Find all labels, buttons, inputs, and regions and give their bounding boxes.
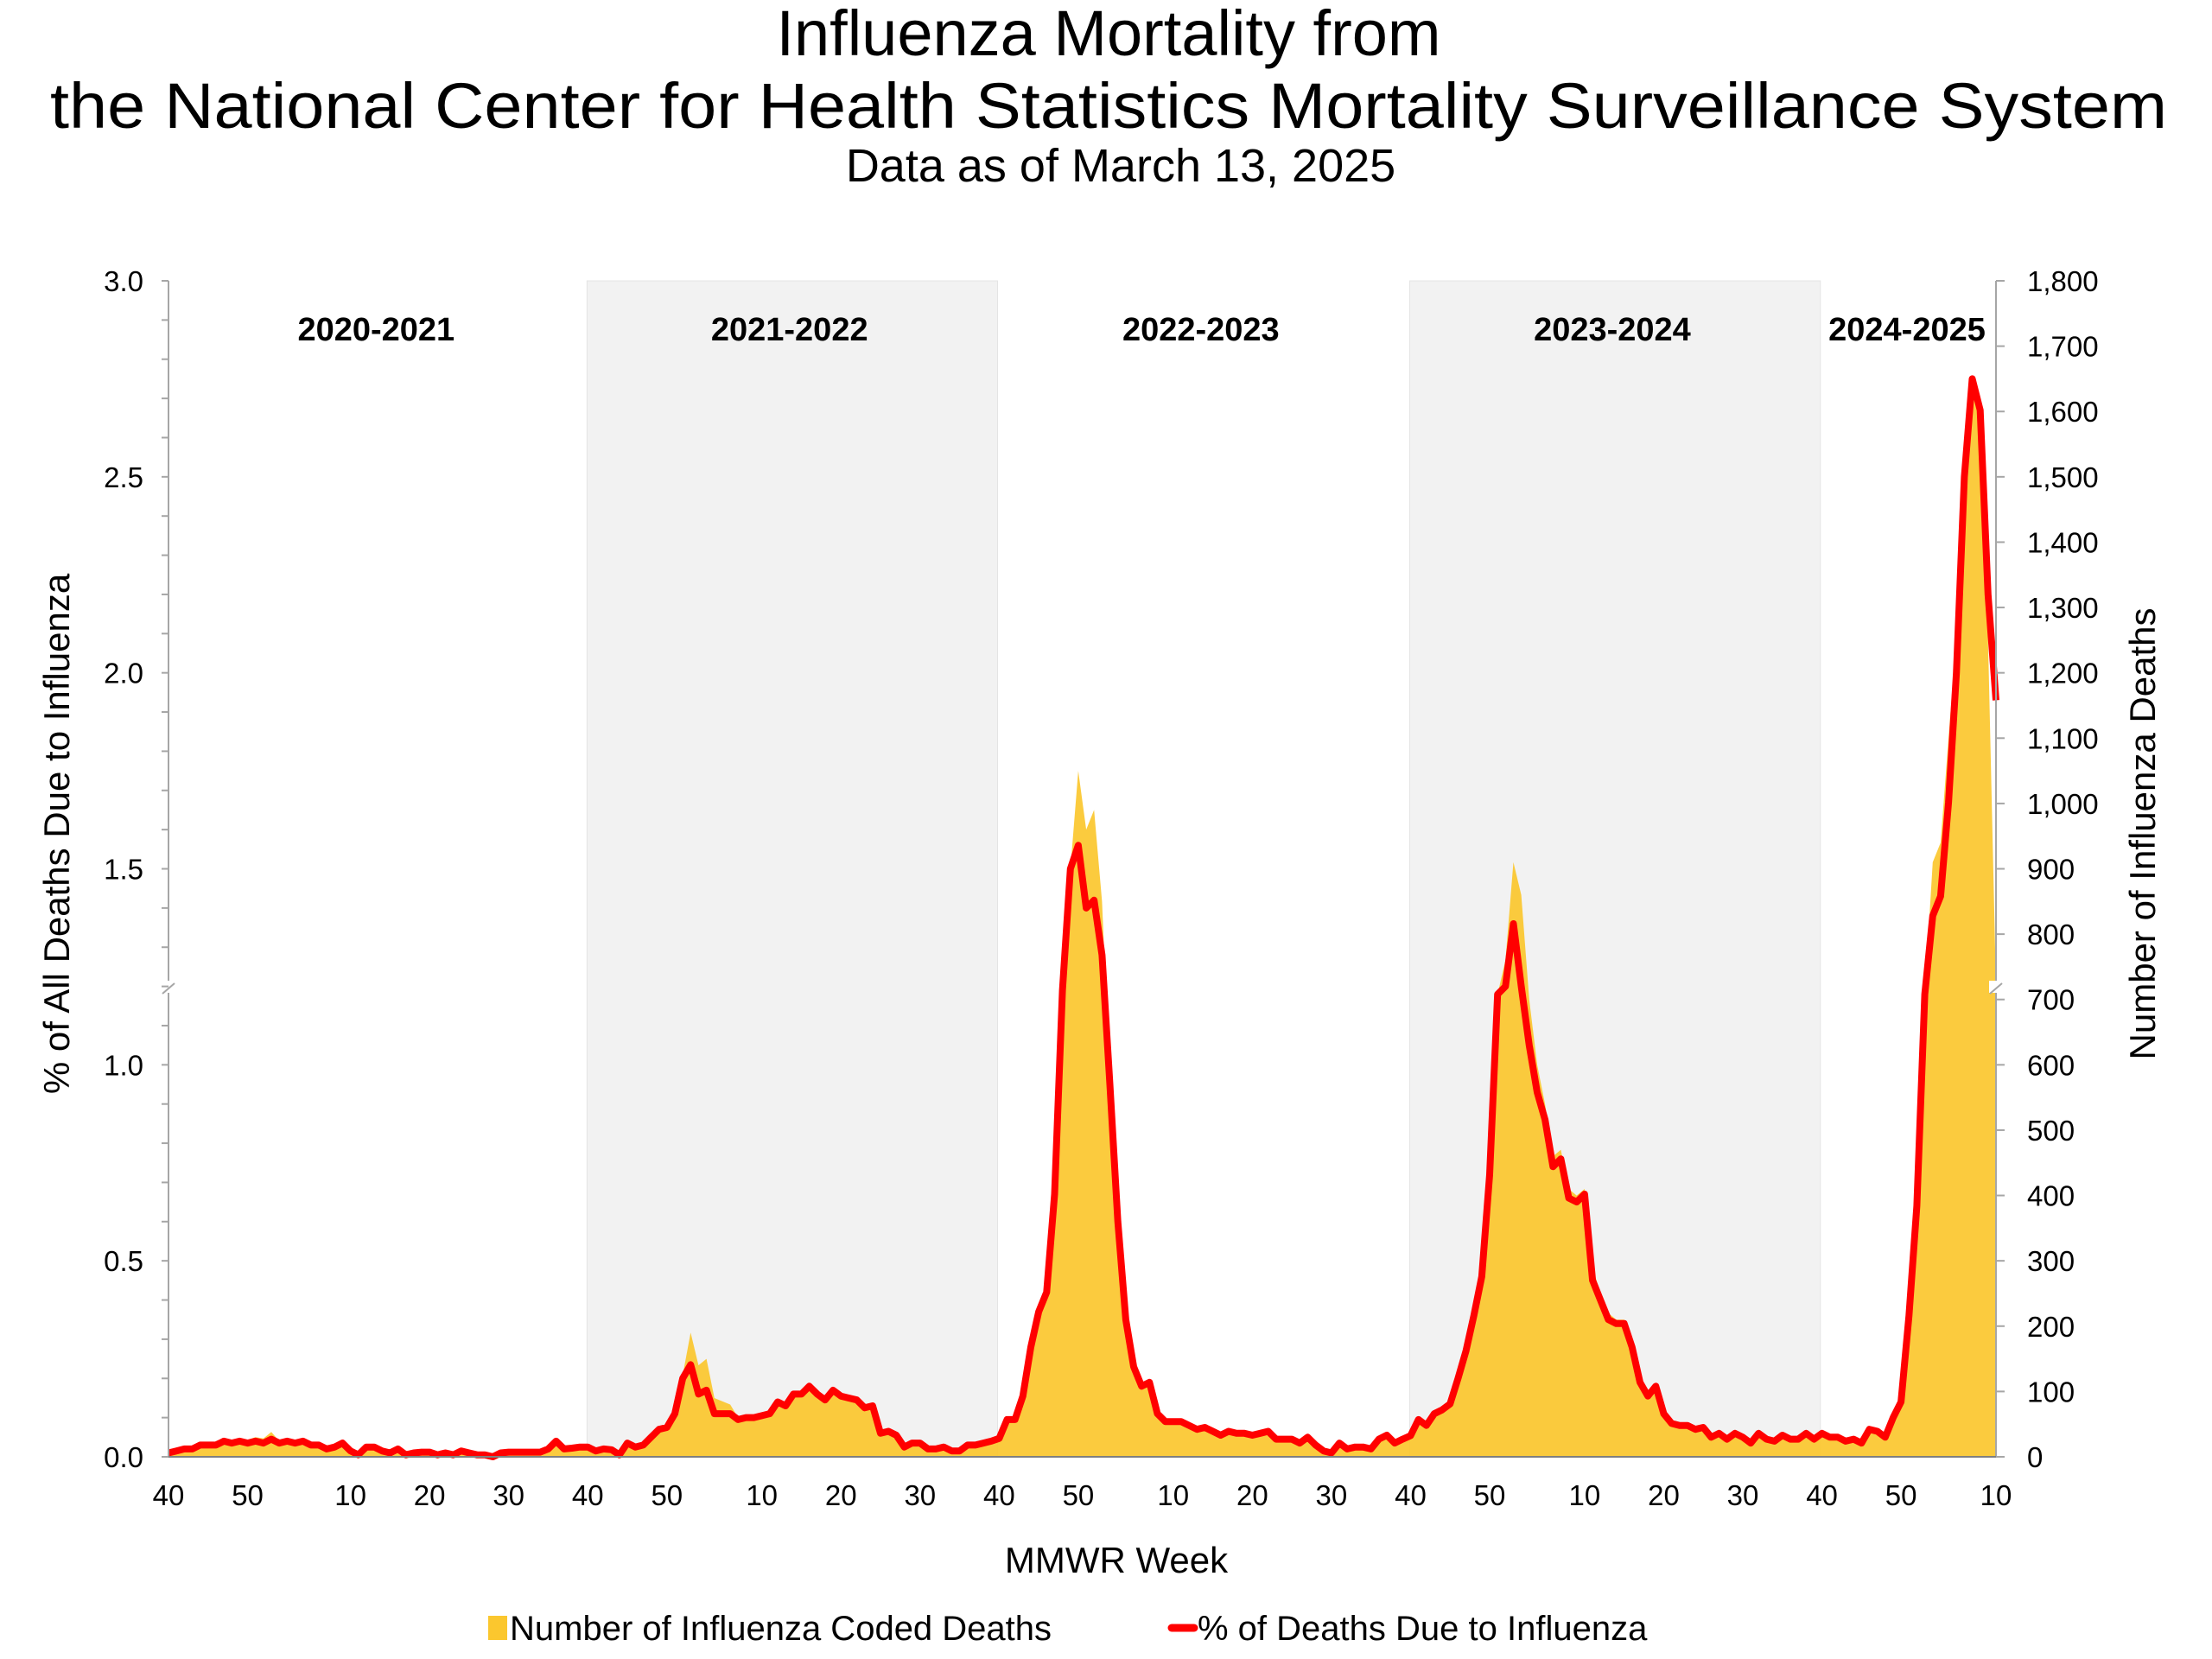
x-tick-label: 20 [825, 1479, 857, 1511]
x-tick-label: 20 [414, 1479, 446, 1511]
season-label: 2021-2022 [711, 312, 868, 348]
x-tick-label: 30 [493, 1479, 524, 1511]
x-tick-label: 10 [1980, 1479, 2012, 1511]
y-right-tick-label: 400 [2027, 1180, 2075, 1212]
y-right-tick-label: 1,000 [2027, 788, 2099, 820]
x-tick-label: 40 [572, 1479, 604, 1511]
season-label: 2023-2024 [1534, 312, 1691, 348]
season-label: 2022-2023 [1122, 312, 1280, 348]
season-label: 2020-2021 [297, 312, 454, 348]
y-right-tick-label: 600 [2027, 1049, 2075, 1081]
chart-subtitle: Data as of March 13, 2025 [846, 140, 1395, 192]
y-left-tick-label: 3.0 [104, 265, 143, 297]
x-tick-label: 10 [1157, 1479, 1189, 1511]
season-shade-2021-2022 [586, 280, 999, 1458]
x-tick-label: 20 [1236, 1479, 1268, 1511]
x-axis-title: MMWR Week [1005, 1540, 1229, 1580]
y-left-tick-label: 2.5 [104, 461, 143, 493]
y-right-tick-label: 500 [2027, 1115, 2075, 1147]
axis-break-mark [1989, 982, 2003, 995]
deaths-area-series [168, 385, 1996, 1457]
y-left-tick-label: 0.0 [104, 1441, 143, 1473]
y-right-tick-label: 1,400 [2027, 526, 2099, 558]
x-tick-label: 50 [651, 1479, 683, 1511]
percent-line [168, 375, 1999, 1460]
y-axis-right-ticks: 0 100 200 300 400 500 600 700 800 900 1,000 1,100 1,… [1996, 265, 2099, 1473]
y-axis-left-title: % of All Deaths Due to Influenza [36, 573, 77, 1094]
y-left-tick-label: 1.5 [104, 854, 143, 886]
y-right-tick-label: 0 [2027, 1441, 2043, 1473]
y-right-tick-label: 1,200 [2027, 658, 2099, 690]
x-tick-label: 10 [746, 1479, 778, 1511]
y-axis-right-title: Number of Influenza Deaths [2122, 608, 2163, 1060]
x-tick-label: 30 [904, 1479, 936, 1511]
chart-title-line2: the National Center for Health Statistic… [50, 70, 2167, 142]
y-right-tick-label: 1,500 [2027, 461, 2099, 493]
y-right-tick-label: 700 [2027, 984, 2075, 1016]
season-shade-2023-2024 [1409, 280, 1821, 1458]
y-right-tick-label: 1,300 [2027, 592, 2099, 624]
legend-label-percent: % of Deaths Due to Influenza [1198, 1610, 1648, 1648]
x-tick-label: 10 [1569, 1479, 1601, 1511]
y-right-tick-label: 1,100 [2027, 722, 2099, 754]
x-tick-label: 20 [1648, 1479, 1680, 1511]
x-tick-label: 50 [1474, 1479, 1506, 1511]
deaths-area [168, 385, 1996, 1457]
x-axis-ticks: 40 50 10 20 30 40 50 10 20 30 40 50 10 20 30 40 50 10 20 30… [153, 1479, 2012, 1511]
season-shading [586, 280, 1821, 1458]
percent-line-series [168, 375, 1999, 1460]
x-tick-label: 30 [1316, 1479, 1348, 1511]
y-right-tick-label: 100 [2027, 1376, 2075, 1408]
y-right-tick-label: 1,600 [2027, 396, 2099, 428]
season-label: 2024-2025 [1828, 312, 1986, 348]
y-left-tick-label: 1.0 [104, 1049, 143, 1081]
legend: Number of Influenza Coded Deaths % of De… [488, 1610, 1648, 1648]
x-tick-label: 10 [334, 1479, 366, 1511]
x-tick-label: 40 [983, 1479, 1015, 1511]
x-tick-label: 40 [153, 1479, 185, 1511]
y-right-tick-label: 800 [2027, 918, 2075, 950]
y-right-tick-label: 200 [2027, 1311, 2075, 1343]
y-right-tick-label: 300 [2027, 1245, 2075, 1277]
legend-swatch-deaths [488, 1616, 507, 1640]
season-labels: 2020-2021 2021-2022 2022-2023 2023-2024 2024… [297, 312, 1985, 348]
x-tick-label: 40 [1806, 1479, 1838, 1511]
y-right-tick-label: 900 [2027, 854, 2075, 886]
y-axis-left-ticks: 0.0 0.5 1.0 1.5 2.0 2.5 3.0 [104, 265, 168, 1473]
axis-break [1989, 981, 2003, 993]
x-tick-label: 30 [1727, 1479, 1759, 1511]
y-left-tick-label: 0.5 [104, 1245, 143, 1277]
y-left-tick-label: 2.0 [104, 658, 143, 690]
x-tick-label: 40 [1395, 1479, 1427, 1511]
y-right-tick-label: 1,800 [2027, 265, 2099, 297]
x-tick-label: 50 [1885, 1479, 1917, 1511]
y-right-tick-label: 1,700 [2027, 331, 2099, 363]
legend-label-deaths: Number of Influenza Coded Deaths [510, 1610, 1052, 1648]
x-tick-label: 50 [232, 1479, 264, 1511]
axis-break-mark [162, 982, 175, 995]
x-tick-label: 50 [1063, 1479, 1095, 1511]
chart-title: Influenza Mortality from [776, 0, 1440, 69]
